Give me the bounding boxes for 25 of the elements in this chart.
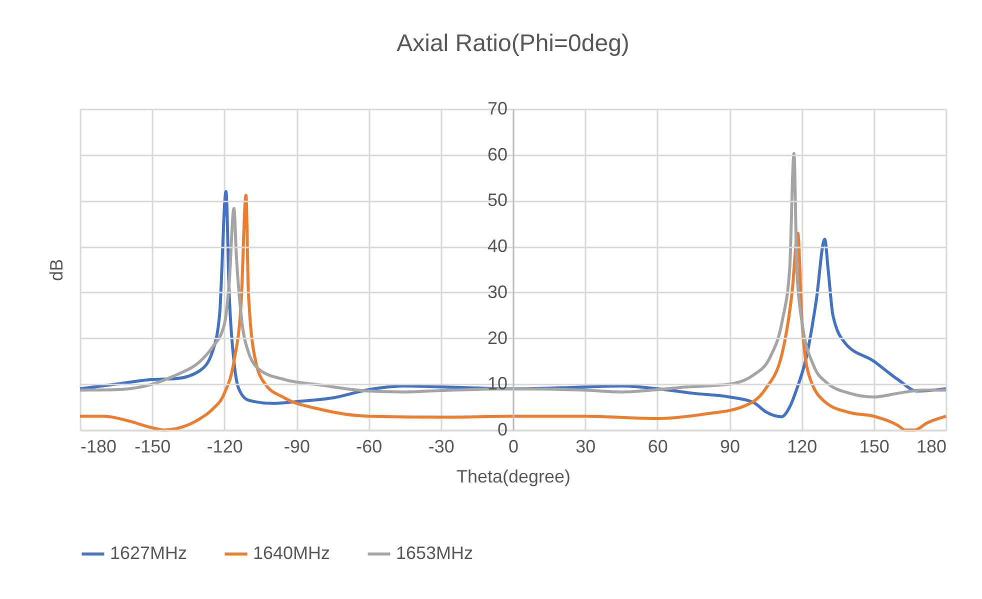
y-tick-label: 70	[487, 98, 508, 118]
y-tick-label: 0	[497, 420, 508, 440]
legend-label: 1653MHz	[396, 543, 474, 563]
x-axis-title: Theta(degree)	[456, 466, 571, 486]
x-tick-label: -30	[428, 436, 454, 456]
x-tick-label: -90	[284, 436, 310, 456]
legend-label: 1627MHz	[110, 543, 188, 563]
x-tick-label: 90	[720, 436, 740, 456]
x-tick-label: -180	[80, 436, 117, 456]
y-tick-label: 20	[487, 328, 508, 348]
chart-title: Axial Ratio(Phi=0deg)	[396, 30, 630, 57]
x-tick-label: 120	[787, 436, 818, 456]
x-tick-label: 150	[859, 436, 890, 456]
x-tick-label: 30	[576, 436, 596, 456]
x-tick-label: -60	[356, 436, 382, 456]
y-tick-label: 30	[487, 282, 508, 302]
y-tick-label: 60	[487, 144, 508, 164]
y-tick-label: 50	[487, 190, 508, 210]
x-tick-label: -120	[206, 436, 243, 456]
y-axis-title: dB	[46, 258, 66, 282]
legend-label: 1640MHz	[253, 543, 330, 563]
x-tick-label: 180	[916, 436, 946, 456]
y-tick-label: 40	[487, 236, 508, 256]
x-tick-label: 60	[648, 436, 668, 456]
x-tick-label: -150	[134, 436, 171, 456]
